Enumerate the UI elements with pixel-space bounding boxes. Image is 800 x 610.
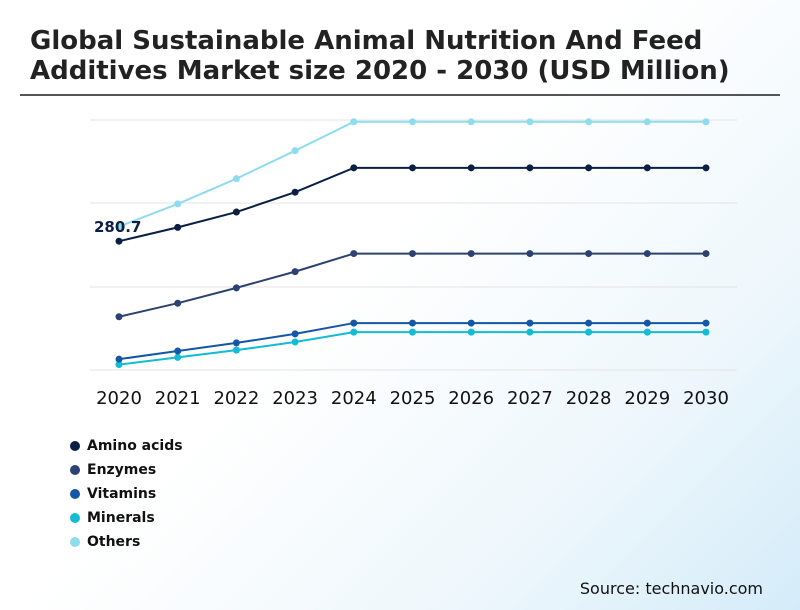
data-point	[291, 188, 299, 196]
data-point	[526, 328, 534, 336]
x-tick-label: 2024	[331, 388, 377, 409]
data-point	[467, 328, 475, 336]
data-point	[350, 164, 358, 172]
legend-item: Others	[70, 530, 183, 554]
x-tick-label: 2029	[624, 388, 670, 409]
data-point	[291, 338, 299, 346]
data-point	[643, 164, 651, 172]
data-point	[409, 319, 416, 327]
data-point	[526, 250, 534, 258]
chart-title: Global Sustainable Animal Nutrition And …	[30, 26, 730, 86]
x-tick-label: 2028	[566, 388, 612, 409]
x-tick-label: 2020	[96, 388, 142, 409]
data-point	[232, 208, 240, 216]
legend-label: Amino acids	[87, 438, 183, 454]
data-point	[702, 164, 710, 172]
data-point	[526, 164, 534, 172]
data-point	[585, 118, 593, 126]
data-point	[174, 200, 182, 208]
data-point	[702, 319, 710, 327]
data-point	[643, 328, 651, 336]
legend-label: Minerals	[87, 510, 155, 526]
x-tick-label: 2021	[155, 388, 201, 409]
data-point	[174, 223, 182, 231]
data-point	[643, 250, 651, 258]
data-point	[232, 175, 240, 183]
data-point	[232, 346, 240, 354]
data-point	[643, 118, 651, 126]
data-point	[115, 361, 123, 369]
data-point	[702, 250, 710, 258]
data-point	[467, 164, 475, 172]
data-point	[526, 118, 534, 126]
legend: Amino acids Enzymes Vitamins Minerals Others	[70, 434, 183, 554]
legend-marker	[70, 441, 80, 451]
data-point	[585, 250, 593, 258]
data-point	[174, 347, 182, 355]
x-tick-label: 2027	[507, 388, 553, 409]
title-divider	[20, 94, 780, 96]
data-point	[702, 328, 710, 336]
x-axis-labels: 2020 2021 2022 2023 2024 2025 2026 2027 2028 2029…	[96, 388, 729, 409]
data-point	[409, 164, 416, 172]
x-tick-label: 2023	[272, 388, 318, 409]
legend-item: Enzymes	[70, 458, 183, 482]
series-lines	[115, 118, 710, 369]
data-point	[350, 250, 358, 258]
data-point	[409, 118, 416, 126]
data-point	[174, 353, 182, 361]
legend-item: Vitamins	[70, 482, 183, 506]
series-line-amino-acids	[118, 166, 706, 243]
data-point	[115, 237, 123, 245]
data-point	[643, 319, 651, 327]
data-point	[350, 328, 358, 336]
legend-marker	[70, 465, 80, 475]
data-point	[409, 250, 416, 258]
data-labels: 280.7	[94, 218, 141, 236]
data-point	[702, 118, 710, 126]
x-tick-label: 2022	[213, 388, 259, 409]
data-point	[585, 319, 593, 327]
data-point	[467, 319, 475, 327]
series-line-minerals	[118, 331, 706, 366]
series-line-enzymes	[118, 252, 706, 318]
data-point	[232, 284, 240, 292]
data-point	[585, 164, 593, 172]
data-point	[467, 118, 475, 126]
source-text: Source: technavio.com	[579, 579, 763, 598]
data-point	[526, 319, 534, 327]
legend-label: Vitamins	[87, 486, 157, 502]
data-point	[115, 355, 123, 363]
x-tick-label: 2026	[448, 388, 494, 409]
x-tick-label: 2025	[390, 388, 436, 409]
data-label: 280.7	[94, 218, 141, 236]
legend-item: Amino acids	[70, 434, 183, 458]
legend-marker	[70, 513, 80, 523]
legend-label: Enzymes	[87, 462, 157, 478]
legend-item: Minerals	[70, 506, 183, 530]
legend-marker	[70, 489, 80, 499]
data-point	[232, 339, 240, 347]
data-point	[585, 328, 593, 336]
x-tick-label: 2030	[683, 388, 729, 409]
data-point	[115, 222, 123, 230]
data-point	[115, 313, 123, 321]
series-line-others	[118, 120, 706, 228]
data-point	[350, 118, 358, 126]
data-point	[291, 268, 299, 276]
data-point	[291, 330, 299, 338]
data-point	[409, 328, 416, 336]
legend-label: Others	[87, 534, 141, 550]
legend-marker	[70, 537, 80, 547]
data-point	[467, 250, 475, 258]
data-point	[174, 299, 182, 307]
data-point	[291, 147, 299, 155]
data-point	[350, 319, 358, 327]
